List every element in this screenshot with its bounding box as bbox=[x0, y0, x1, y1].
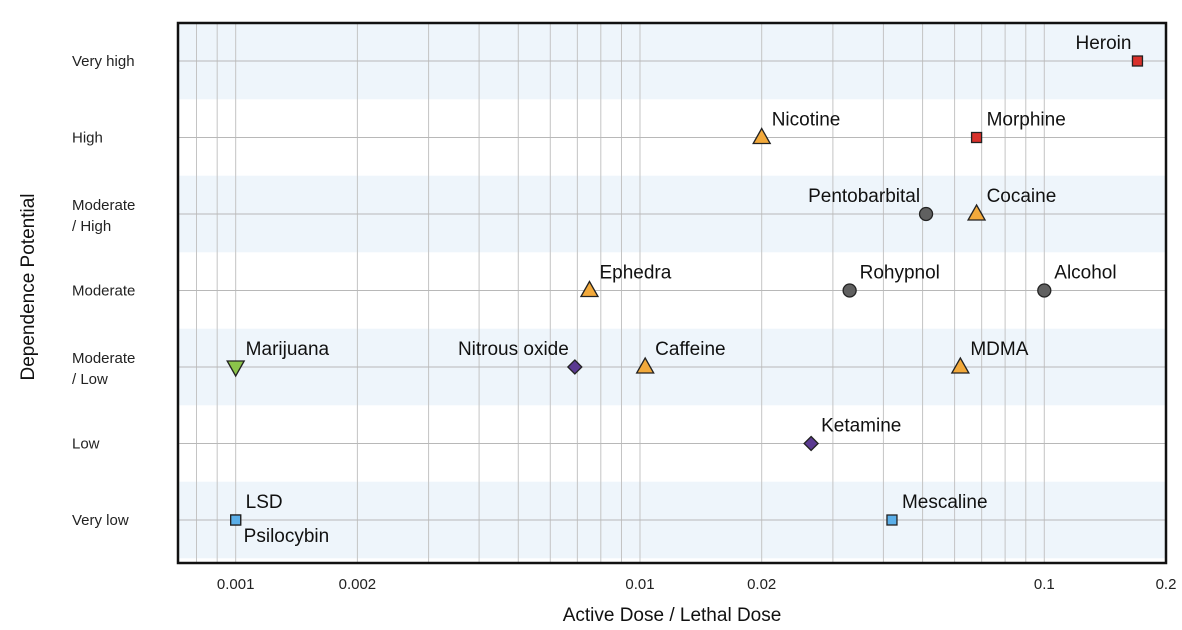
point-label: Cocaine bbox=[987, 186, 1057, 207]
data-point bbox=[752, 127, 772, 145]
data-point bbox=[579, 280, 600, 298]
point-label: Ketamine bbox=[821, 416, 901, 437]
x-tick-label: 0.002 bbox=[339, 576, 377, 593]
data-point bbox=[226, 360, 246, 378]
y-tick-label: Moderate bbox=[72, 283, 135, 300]
x-tick-label: 0.02 bbox=[747, 576, 776, 593]
data-point bbox=[918, 206, 934, 222]
data-point bbox=[970, 131, 983, 144]
x-tick-label: 0.01 bbox=[625, 576, 654, 593]
point-label: Mescaline bbox=[902, 492, 988, 513]
point-label: Psilocybin bbox=[244, 526, 330, 547]
y-axis-title: Dependence Potential bbox=[18, 194, 39, 381]
x-tick-label: 0.1 bbox=[1034, 576, 1055, 593]
point-label: MDMA bbox=[970, 339, 1028, 360]
point-label: Nitrous oxide bbox=[458, 339, 569, 360]
point-label: Heroin bbox=[1075, 33, 1131, 54]
x-axis-title: Active Dose / Lethal Dose bbox=[563, 605, 782, 626]
point-label: Ephedra bbox=[599, 263, 671, 284]
plot-frame bbox=[176, 21, 1168, 565]
data-point bbox=[230, 514, 242, 526]
point-label: LSD bbox=[246, 492, 283, 513]
point-label: Nicotine bbox=[772, 110, 841, 131]
y-tick-label: Very high bbox=[72, 53, 135, 70]
data-point bbox=[566, 359, 583, 375]
data-points bbox=[226, 55, 1144, 526]
point-label: Morphine bbox=[987, 110, 1066, 131]
point-label: Marijuana bbox=[246, 339, 330, 360]
y-tick-label: / Low bbox=[72, 371, 108, 388]
y-tick-label: Very low bbox=[72, 512, 129, 529]
point-label: Caffeine bbox=[655, 339, 725, 360]
y-tick-label: Moderate bbox=[72, 350, 135, 367]
x-tick-label: 0.001 bbox=[217, 576, 255, 593]
point-label: Pentobarbital bbox=[808, 186, 920, 207]
data-point bbox=[842, 283, 857, 298]
data-point bbox=[635, 356, 655, 374]
data-point bbox=[803, 435, 820, 452]
y-tick-label: High bbox=[72, 130, 103, 147]
point-labels: Heroin Morphine Nicotine Pentobarbital Cocai… bbox=[244, 33, 1132, 547]
y-tick-label: Low bbox=[72, 436, 100, 453]
y-tick-labels: Very low Low Moderate / Low Moderate Moderate… bbox=[72, 53, 135, 529]
data-point bbox=[966, 203, 987, 221]
y-tick-label: / High bbox=[72, 218, 111, 235]
x-tick-labels: 0.001 0.002 0.01 0.02 0.1 0.2 bbox=[217, 576, 1177, 593]
data-point bbox=[1131, 55, 1144, 67]
x-tick-label: 0.2 bbox=[1156, 576, 1177, 593]
y-tick-label: Moderate bbox=[72, 197, 135, 214]
data-point bbox=[886, 514, 898, 526]
point-label: Alcohol bbox=[1054, 263, 1116, 284]
grid-lines bbox=[178, 23, 1167, 563]
data-point bbox=[1037, 283, 1052, 298]
data-point bbox=[950, 356, 970, 374]
point-label: Rohypnol bbox=[860, 263, 940, 284]
